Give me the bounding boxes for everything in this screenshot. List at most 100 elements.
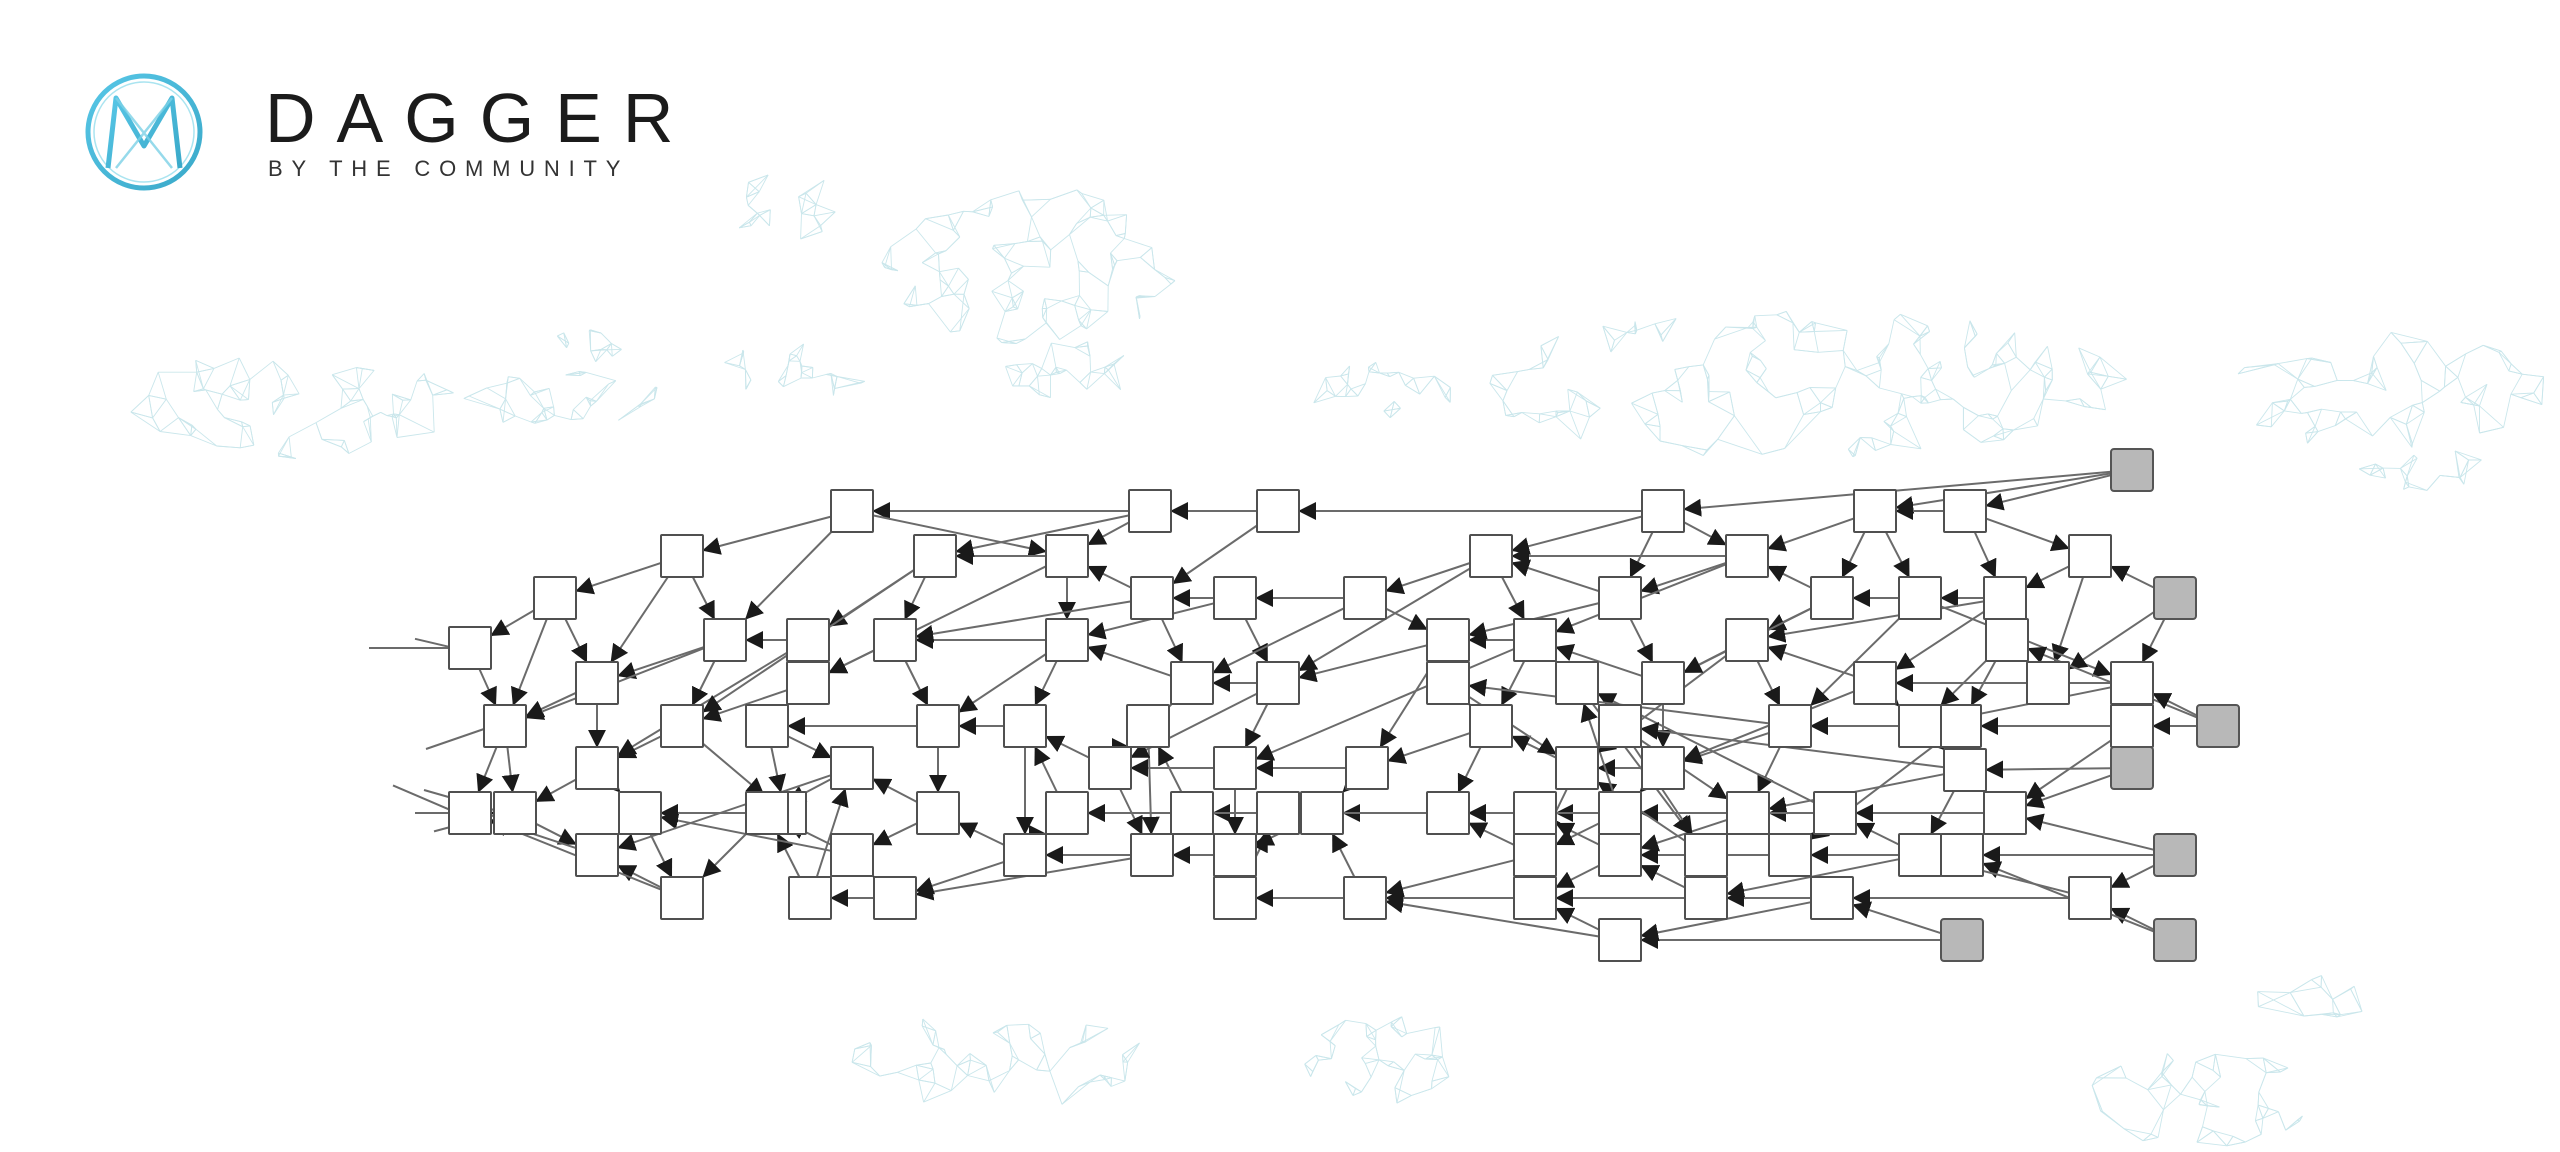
mesh-edge [2043, 398, 2066, 402]
mesh-edge [921, 253, 939, 264]
mesh-edge [860, 380, 865, 384]
mesh-edge [1927, 361, 1941, 369]
mesh-edge [1505, 412, 1522, 416]
mesh-edge [224, 417, 242, 423]
background-network-mesh [130, 174, 2545, 1147]
mesh-edge [1050, 373, 1060, 376]
mesh-edge [1831, 387, 1837, 408]
mesh-edge [1756, 326, 1766, 341]
mesh-edge [1734, 415, 1763, 455]
mesh-edge [813, 215, 821, 226]
mesh-edge [1901, 393, 1913, 398]
mesh-edge [1090, 214, 1104, 218]
dag-node [1943, 489, 1987, 533]
mesh-edge [2459, 459, 2482, 478]
mesh-edge [1435, 1026, 1440, 1029]
mesh-edge [959, 294, 965, 331]
mesh-edge [242, 426, 255, 446]
mesh-edge [331, 374, 343, 390]
mesh-edge [2150, 1133, 2159, 1138]
mesh-edge [1050, 234, 1070, 251]
mesh-edge [870, 1066, 881, 1077]
dag-edge [1767, 643, 1855, 677]
mesh-edge [240, 399, 249, 401]
mesh-edge [963, 279, 969, 295]
dag-tip-node [2196, 704, 2240, 748]
mesh-edge [1390, 1026, 1407, 1035]
mesh-edge [1074, 341, 1088, 349]
mesh-edge [915, 218, 926, 230]
mesh-edge [938, 271, 941, 280]
mesh-edge [2317, 425, 2336, 433]
mesh-cluster [2237, 331, 2545, 448]
dag-node [1598, 704, 1642, 748]
dag-edge [476, 746, 498, 793]
mesh-edge [1077, 260, 1089, 273]
mesh-edge [1708, 391, 1730, 403]
mesh-edge [2254, 1120, 2262, 1135]
mesh-edge [2369, 463, 2376, 476]
mesh-edge [2522, 373, 2544, 378]
mesh-edge [287, 375, 300, 395]
mesh-edge [1706, 379, 1710, 392]
mesh-edge [272, 360, 289, 376]
mesh-edge [238, 357, 251, 380]
dag-node [1513, 618, 1557, 662]
mesh-edge [543, 406, 554, 409]
mesh-edge [2191, 1076, 2206, 1092]
mesh-edge [769, 209, 771, 226]
mesh-edge [463, 395, 470, 399]
mesh-edge [391, 414, 400, 417]
mesh-edge [1113, 363, 1122, 390]
mesh-edge [502, 398, 507, 423]
mesh-edge [391, 416, 398, 438]
mesh-edge [869, 1042, 872, 1046]
mesh-edge [1411, 1088, 1432, 1096]
dag-node [1768, 833, 1812, 877]
mesh-edge [1749, 352, 1761, 361]
mesh-edge [801, 213, 815, 217]
mesh-edge [1577, 391, 1601, 409]
mesh-edge [1112, 260, 1118, 270]
mesh-edge [2170, 1084, 2181, 1095]
mesh-edge [2078, 347, 2088, 375]
dag-edge [617, 735, 662, 759]
mesh-edge [1978, 413, 1989, 417]
mesh-edge [1419, 375, 1435, 395]
dag-edge [1457, 746, 1482, 793]
dag-edge [1511, 515, 1643, 555]
mesh-edge [350, 388, 360, 402]
mesh-edge [1004, 243, 1016, 259]
mesh-edge [1688, 364, 1704, 368]
mesh-edge [2274, 364, 2299, 380]
mesh-edge [2196, 1141, 2227, 1147]
mesh-edge [1569, 410, 1590, 418]
mesh-edge [2100, 389, 2106, 410]
mesh-edge [2390, 331, 2428, 342]
mesh-edge [2454, 450, 2461, 478]
mesh-edge [1031, 198, 1051, 218]
mesh-edge [348, 441, 372, 454]
dag-edge [1244, 618, 1269, 663]
mesh-edge [2439, 386, 2445, 392]
mesh-edge [1090, 366, 1106, 373]
mesh-edge [996, 337, 1003, 343]
mesh-edge [1079, 270, 1089, 273]
dag-node [2110, 661, 2154, 705]
mesh-edge [993, 1070, 1010, 1093]
mesh-edge [1110, 238, 1125, 254]
mesh-edge [1018, 190, 1023, 201]
mesh-edge [938, 1047, 947, 1055]
mesh-edge [1368, 371, 1380, 374]
mesh-edge [1893, 430, 1922, 450]
mesh-edge [2483, 344, 2502, 352]
mesh-edge [2084, 406, 2106, 411]
mesh-edge [1431, 1076, 1450, 1090]
mesh-edge [1854, 437, 1861, 456]
mesh-edge [340, 399, 364, 409]
mesh-edge [1585, 400, 1601, 409]
mesh-edge [988, 1070, 1010, 1082]
mesh-edge [950, 1065, 958, 1091]
mesh-edge [600, 343, 612, 350]
mesh-edge [2100, 376, 2109, 390]
